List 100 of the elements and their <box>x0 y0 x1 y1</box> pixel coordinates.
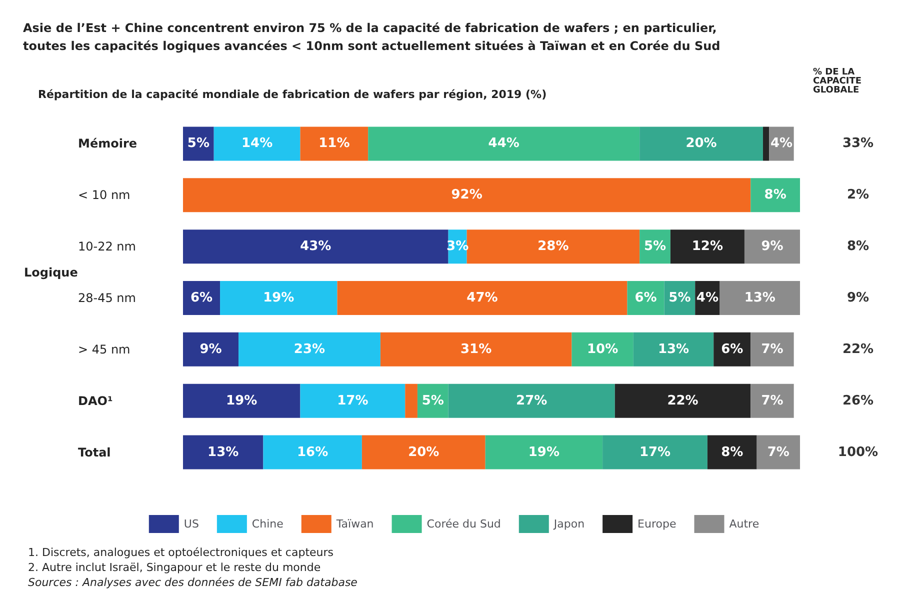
bar <box>750 178 800 212</box>
bar <box>220 281 338 315</box>
data-label: 13% <box>744 290 776 306</box>
data-label: 6% <box>634 290 657 306</box>
bar <box>238 332 380 366</box>
data-label: 5% <box>668 290 691 306</box>
data-label: 5% <box>644 239 666 254</box>
text: 22% <box>842 342 874 357</box>
data-label: 7% <box>761 393 784 408</box>
data-label: 9% <box>200 342 222 357</box>
legend-label: Japon <box>552 518 585 530</box>
bar <box>405 384 418 418</box>
legend-label: Chine <box>252 518 284 530</box>
bar <box>183 178 751 212</box>
text: 33% <box>842 136 874 152</box>
bar <box>627 281 664 315</box>
text: 2. Autre inclut Israël, Singapour et le reste du monde <box>28 561 321 574</box>
y-tick-label: 10-22 nm <box>78 240 136 254</box>
bar <box>300 384 406 418</box>
bar <box>214 126 300 161</box>
data-label: 4% <box>770 136 793 152</box>
data-label: 7% <box>767 444 790 460</box>
bar <box>720 281 800 315</box>
legend-label: Taïwan <box>335 518 374 530</box>
data-label: 27% <box>516 393 548 408</box>
data-label: 47% <box>466 290 498 306</box>
chart-title: Asie de l’Est + Chine concentrent environ 75 % de la capacité de fabrication de wafers ; en particulier, toutes les capacités logiques avancées < 10nm sont actuellement situées à Taïwan et en Corée du Sud <box>23 21 720 53</box>
data-label: 9% <box>761 239 784 254</box>
data-label: 17% <box>639 444 671 460</box>
data-label: 11% <box>318 136 350 152</box>
bar <box>614 384 751 418</box>
text: 1. Discrets, analogues et optoélectroniques et capteurs <box>28 546 334 559</box>
bar <box>183 230 448 264</box>
bar <box>183 281 220 315</box>
data-label: 20% <box>686 136 717 152</box>
data-label: 6% <box>190 290 213 306</box>
data-label: 19% <box>263 290 294 306</box>
bar <box>640 126 763 161</box>
y-tick-label: 28-45 nm <box>78 291 136 305</box>
bar <box>602 435 708 470</box>
data-label: 5% <box>422 393 444 408</box>
bar <box>714 332 751 366</box>
data-label: 13% <box>658 342 690 357</box>
legend-label: Europe <box>638 518 676 530</box>
text: 8% <box>846 239 870 254</box>
data-label: 19% <box>528 444 560 460</box>
data-label: 12% <box>692 239 724 254</box>
bar <box>670 230 744 264</box>
legend-label: Corée du Sud <box>426 518 501 530</box>
bar <box>183 332 239 366</box>
data-label: 6% <box>721 342 744 357</box>
data-label: 8% <box>764 188 786 203</box>
data-label: 31% <box>460 342 492 357</box>
text: 2% <box>846 188 870 203</box>
legend-label: US <box>184 518 199 530</box>
y-tick-label: DAO¹ <box>78 394 113 408</box>
bar <box>300 126 368 161</box>
data-label: 4% <box>696 290 718 306</box>
source-note: Sources : Analyses avec des données de SEMI fab database <box>28 576 358 589</box>
text: 9% <box>846 290 870 306</box>
bar <box>362 435 486 470</box>
bar <box>263 435 362 470</box>
bar <box>750 384 794 418</box>
data-label: 5% <box>187 136 210 152</box>
bar <box>368 126 640 161</box>
bar <box>448 384 615 418</box>
bar <box>756 435 800 470</box>
bar <box>744 230 800 264</box>
data-label: 28% <box>538 239 569 254</box>
data-label: 8% <box>721 444 744 460</box>
y-tick-label: < 10 nm <box>78 188 130 202</box>
bar <box>485 435 603 470</box>
legend-label: Autre <box>729 518 760 530</box>
text: 100% <box>838 444 878 460</box>
data-label: 17% <box>337 393 368 408</box>
y-tick-label: Total <box>78 445 111 460</box>
data-label: 10% <box>586 342 618 357</box>
data-label: 43% <box>300 239 332 254</box>
data-label: 16% <box>297 444 328 460</box>
data-label: 13% <box>208 444 239 460</box>
bar <box>183 384 300 418</box>
bar <box>707 435 757 470</box>
bar <box>633 332 714 366</box>
data-label: 92% <box>451 188 482 203</box>
bar <box>466 230 640 264</box>
bar <box>380 332 572 366</box>
y-tick-label: Mémoire <box>78 136 137 151</box>
data-label: 23% <box>294 342 326 357</box>
bar <box>762 126 770 161</box>
data-label: 20% <box>408 444 440 460</box>
data-label: 7% <box>761 342 784 357</box>
data-label: 22% <box>667 393 698 408</box>
data-label: 14% <box>241 136 273 152</box>
bar <box>183 435 264 470</box>
data-label: 44% <box>488 136 520 152</box>
chart-subtitle: Répartition de la capacité mondiale de fabrication de wafers par région, 2019 (%) <box>38 88 547 101</box>
text: % DE LA CAPACITE GLOBALE <box>813 68 865 96</box>
y-tick-label: > 45 nm <box>78 342 130 356</box>
text: 26% <box>842 393 874 408</box>
text: Logique <box>24 265 78 280</box>
